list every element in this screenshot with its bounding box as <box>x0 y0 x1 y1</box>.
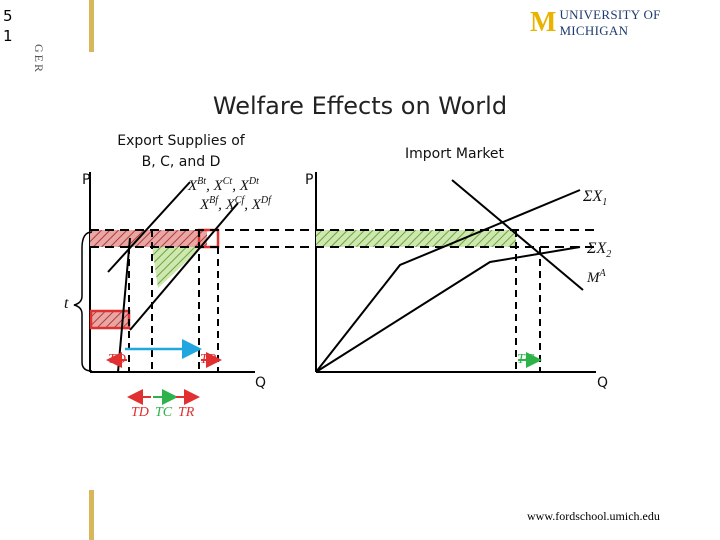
green-deadweight-triangle <box>152 247 199 288</box>
left-q-axis-label: Q <box>255 375 267 391</box>
left-heading-line-2: B, C, and D <box>141 154 221 170</box>
xct-base: , X <box>206 178 223 194</box>
footer-url: www.fordschool.umich.edu <box>527 509 660 523</box>
university-logo: M UNIVERSITY OF MICHIGAN <box>530 7 720 38</box>
xbt-base: X <box>188 178 198 194</box>
sum-x2-label: ΣX2 <box>587 240 611 260</box>
right-p-axis-label: P <box>305 172 314 188</box>
export-supply-labels-free: XBf, XCf, XDf <box>200 195 271 214</box>
slide-number: 5 1 <box>3 6 13 46</box>
sum-x1-sub: 1 <box>602 197 608 209</box>
slide-number-digit-1: 5 <box>3 7 13 25</box>
slide-number-digit-2: 1 <box>3 27 13 45</box>
sum-x1-label: ΣX1 <box>583 188 607 208</box>
export-supply-free-curve <box>129 202 239 331</box>
right-q-axis-label: Q <box>597 375 609 391</box>
logo-text: UNIVERSITY OF MICHIGAN <box>559 7 661 38</box>
sum-x1-curve <box>315 189 581 373</box>
xbf-sup: Bf <box>209 195 219 206</box>
highlight-box-top <box>197 228 220 249</box>
sum-x1-base: ΣX <box>583 188 603 205</box>
xdt-base: , X <box>232 178 249 194</box>
green-hatched-band <box>316 230 516 247</box>
xdf-sup: Df <box>260 195 271 206</box>
ma-base: M <box>587 270 600 286</box>
left-p-axis-label: P <box>82 172 91 188</box>
export-supply-tariff-curve <box>107 181 191 273</box>
gold-accent-bar-bottom <box>89 490 94 540</box>
sum-x2-curve <box>315 246 581 373</box>
xbt-sup: Bt <box>197 176 207 187</box>
import-demand-curve <box>451 179 584 291</box>
tariff-brace <box>73 231 93 372</box>
left-heading-line-1: Export Supplies of <box>117 133 245 149</box>
sum-x2-sub: 2 <box>606 249 612 261</box>
tc-bottom-label: TC <box>155 405 173 420</box>
export-supply-labels-tariff: XBt, XCt, XDt <box>188 176 259 195</box>
ma-sup: A <box>599 268 606 279</box>
td-bottom-label: TD <box>131 405 149 420</box>
block-m-icon: M <box>530 7 557 38</box>
red-hatched-band <box>90 230 207 247</box>
slide-title: Welfare Effects on World <box>212 92 508 120</box>
xct-sup: Ct <box>222 176 233 187</box>
xcf-sup: Cf <box>234 195 245 206</box>
gold-accent-bar-top <box>89 0 94 52</box>
xdt-sup: Dt <box>248 176 259 187</box>
xcf-base: , X <box>218 197 235 213</box>
xbf-base: X <box>200 197 210 213</box>
xdf-base: , X <box>244 197 261 213</box>
import-demand-label: MA <box>587 268 606 287</box>
right-panel-heading: Import Market <box>405 146 505 162</box>
sum-x2-base: ΣX <box>587 240 607 257</box>
tr-bottom-label: TR <box>178 405 195 420</box>
left-panel-heading: Export Supplies of B, C, and D <box>116 131 246 173</box>
tariff-label: t <box>64 295 69 312</box>
